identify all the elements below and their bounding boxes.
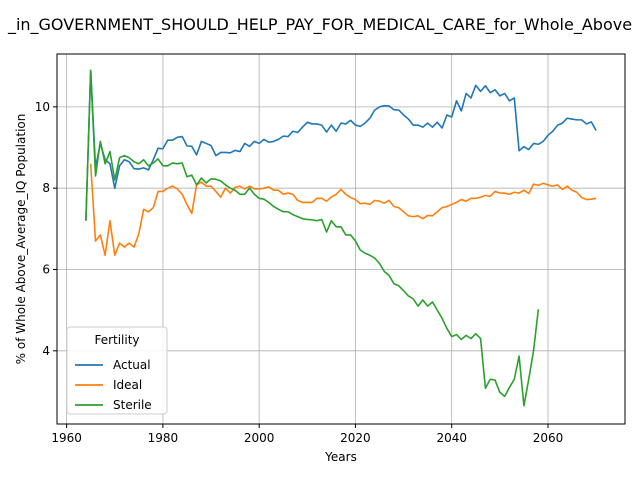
x-tick-label: 2040 — [436, 431, 467, 445]
y-tick-label: 4 — [42, 344, 50, 358]
legend-items: Actual Ideal Sterile — [75, 358, 152, 412]
legend-label-actual: Actual — [113, 358, 151, 372]
x-tick-label: 2060 — [533, 431, 564, 445]
series-line-ideal — [89, 163, 597, 257]
axis-ticks: 1960 1980 2000 2020 2040 2060 4 6 8 10 — [35, 100, 564, 445]
x-tick-label: 1980 — [148, 431, 179, 445]
y-tick-label: 10 — [35, 100, 50, 114]
legend-box — [66, 326, 168, 415]
legend-label-sterile: Sterile — [113, 398, 152, 412]
x-tick-label: 1960 — [51, 431, 82, 445]
y-axis-label: % of Whole Above_Average_IQ Population — [14, 114, 28, 365]
x-axis-label: Years — [324, 450, 357, 464]
series-lines — [85, 69, 597, 407]
legend-label-ideal: Ideal — [113, 378, 142, 392]
chart-title: _in_GOVERNMENT_SHOULD_HELP_PAY_FOR_MEDIC… — [7, 15, 632, 35]
x-tick-label: 2000 — [244, 431, 275, 445]
legend: Fertility Actual Ideal Sterile — [66, 326, 168, 415]
series-line-actual — [85, 69, 597, 221]
y-tick-label: 6 — [42, 262, 50, 276]
series-line-sterile — [85, 69, 540, 407]
x-tick-label: 2020 — [340, 431, 371, 445]
y-tick-label: 8 — [42, 181, 50, 195]
legend-title: Fertility — [94, 333, 139, 347]
plot-area-frame — [56, 53, 626, 425]
